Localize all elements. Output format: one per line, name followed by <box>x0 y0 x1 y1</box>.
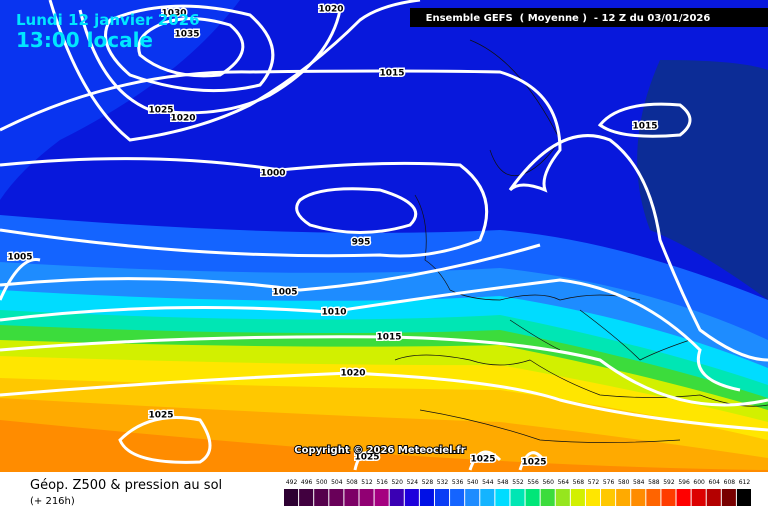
isobars <box>0 0 768 471</box>
legend-swatch <box>314 489 329 506</box>
isobar-label: 1015 <box>376 333 401 343</box>
legend-swatch <box>646 489 661 506</box>
isobar-label: 1025 <box>354 453 379 463</box>
legend-label: 568 <box>573 479 585 486</box>
legend-label: 540 <box>467 479 479 486</box>
legend-swatch <box>419 489 434 506</box>
run-info: Ensemble GEFS ( Moyenne ) - 12 Z du 03/0… <box>426 13 711 24</box>
legend-swatch <box>434 489 450 506</box>
legend-label: 580 <box>618 479 630 486</box>
legend-swatch <box>555 489 570 506</box>
legend-label: 608 <box>724 479 736 486</box>
legend-label: 532 <box>437 479 449 486</box>
legend-label: 500 <box>316 479 328 486</box>
legend-swatch <box>631 489 646 506</box>
legend-label: 520 <box>391 479 403 486</box>
coastlines <box>394 39 768 443</box>
isobar-label: 1020 <box>340 369 365 379</box>
legend-label: 592 <box>663 479 675 486</box>
legend-swatch <box>585 489 601 506</box>
isobar-labels: 1030103510201015102510201015100099510051… <box>6 3 659 469</box>
legend-swatch <box>706 489 721 506</box>
forecast-time: 13:00 locale <box>16 28 153 52</box>
legend-label: 564 <box>558 479 570 486</box>
legend-label: 560 <box>542 479 554 486</box>
legend-label: 572 <box>588 479 600 486</box>
footer-title: Géop. Z500 & pression au sol <box>30 478 222 493</box>
legend-label: 536 <box>452 479 464 486</box>
legend-label: 604 <box>709 479 721 486</box>
isobar-label: 1025 <box>470 455 495 465</box>
legend-label: 516 <box>376 479 388 486</box>
isobar-label: 1010 <box>321 308 346 318</box>
legend-label: 596 <box>678 479 690 486</box>
isobar-label: 1015 <box>379 69 404 79</box>
legend-swatch <box>284 489 299 506</box>
run-box <box>410 8 768 27</box>
forecast-date: Lundi 12 janvier 2026 <box>16 11 200 29</box>
isobar-label: 1020 <box>318 5 343 15</box>
color-legend: 492 496 500 504 508 512 516 520 524 528 532 536 540 5… <box>284 479 751 506</box>
legend-label: 544 <box>482 479 494 486</box>
legend-swatch <box>389 489 404 506</box>
legend-swatch <box>736 489 751 506</box>
copyright: Copyright © 2026 Meteociel.fr <box>294 445 465 456</box>
legend-label: 612 <box>739 479 751 486</box>
legend-label: 584 <box>633 479 645 486</box>
legend-label: 508 <box>346 479 358 486</box>
legend-swatch <box>691 489 706 506</box>
legend-swatch <box>616 489 631 506</box>
legend-label: 600 <box>693 479 705 486</box>
isobar-label: 1025 <box>521 458 546 468</box>
legend-swatch <box>525 489 540 506</box>
legend-label: 528 <box>422 479 434 486</box>
legend-label: 552 <box>512 479 524 486</box>
legend-label: 548 <box>497 479 509 486</box>
legend-label: 524 <box>407 479 419 486</box>
legend-label: 492 <box>286 479 298 486</box>
legend-swatch <box>510 489 525 506</box>
legend-swatch <box>601 489 616 506</box>
isobar-label: 995 <box>352 238 371 248</box>
legend-swatch <box>374 489 389 506</box>
isobar-label: 1005 <box>272 288 297 298</box>
legend-swatch <box>570 489 585 506</box>
legend-swatch <box>661 489 676 506</box>
legend-swatch <box>344 489 359 506</box>
legend-swatch <box>465 489 480 506</box>
isobar-label: 1025 <box>148 106 173 116</box>
legend-label: 496 <box>301 479 313 486</box>
legend-swatch <box>359 489 374 506</box>
legend-label: 504 <box>331 479 343 486</box>
footer-lead: (+ 216h) <box>30 496 75 507</box>
map-field <box>0 0 768 472</box>
legend-swatch <box>676 489 691 506</box>
legend-swatch <box>299 489 314 506</box>
legend-label: 556 <box>527 479 539 486</box>
legend-swatch <box>450 489 465 506</box>
isobar-label: 1025 <box>148 411 173 421</box>
isobar-label: 1035 <box>174 30 199 40</box>
isobar-label: 1000 <box>260 169 285 179</box>
legend-swatch <box>480 489 495 506</box>
legend-swatch <box>721 489 736 506</box>
isobar-label: 1020 <box>170 114 195 124</box>
isobar-label: 1005 <box>7 253 32 263</box>
isobar-label: 1015 <box>632 122 657 132</box>
legend-label: 588 <box>648 479 660 486</box>
legend-swatch <box>329 489 344 506</box>
legend-label: 512 <box>361 479 373 486</box>
isobar-label: 1030 <box>161 9 186 19</box>
legend-swatch <box>495 489 510 506</box>
legend-label: 576 <box>603 479 615 486</box>
legend-swatch <box>540 489 555 506</box>
legend-swatch <box>404 489 419 506</box>
